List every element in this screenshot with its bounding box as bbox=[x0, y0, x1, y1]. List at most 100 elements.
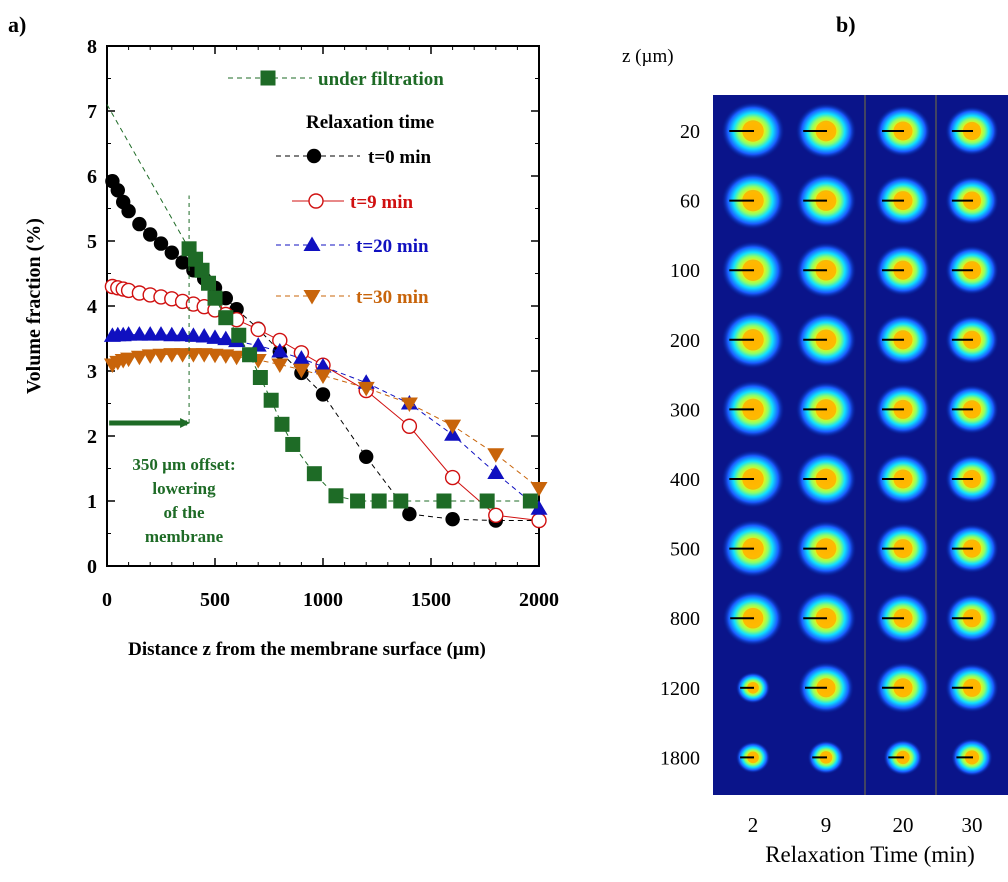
z-label: 1800 bbox=[660, 747, 700, 769]
data-point bbox=[164, 245, 179, 260]
data-point bbox=[228, 350, 246, 366]
z-label: 300 bbox=[670, 399, 700, 421]
heatmap-cell bbox=[945, 245, 999, 295]
data-point bbox=[120, 326, 138, 341]
panel-b-label: b) bbox=[836, 12, 856, 37]
data-point bbox=[130, 350, 148, 366]
annotation-group: 350 µm offset: lowering of the membrane bbox=[132, 455, 235, 546]
x-axis-title: Distance z from the membrane surface (µm… bbox=[128, 639, 486, 660]
heatmap-cell bbox=[883, 739, 923, 776]
legend-entry: t=30 min bbox=[276, 287, 429, 308]
data-point bbox=[207, 290, 223, 306]
heatmap-cell bbox=[875, 314, 931, 366]
series-t-20-min bbox=[103, 326, 548, 515]
time-label: 20 bbox=[893, 813, 914, 837]
heatmap-cell bbox=[945, 663, 999, 713]
legend-label: t=0 min bbox=[368, 147, 432, 168]
data-point bbox=[271, 343, 289, 358]
data-point bbox=[522, 493, 538, 509]
heatmap-cell bbox=[721, 519, 785, 578]
time-label: 9 bbox=[821, 813, 832, 837]
y-tick-label: 8 bbox=[87, 36, 97, 58]
heatmap-cell bbox=[795, 242, 857, 299]
data-point bbox=[393, 493, 409, 509]
heatmap-cell bbox=[945, 315, 999, 365]
annotation-line-3: of the bbox=[163, 503, 205, 522]
data-point bbox=[121, 203, 136, 219]
legend-label: t=30 min bbox=[356, 287, 429, 308]
heatmap-cell bbox=[875, 453, 931, 505]
x-tick-label: 0 bbox=[102, 589, 112, 611]
data-point bbox=[206, 329, 224, 344]
series-guide-line bbox=[106, 104, 190, 250]
heatmap-cell bbox=[721, 449, 785, 509]
y-tick-label: 5 bbox=[87, 231, 97, 253]
heatmap-cell bbox=[721, 241, 785, 300]
heatmap-cell bbox=[945, 175, 999, 226]
data-point bbox=[444, 419, 462, 435]
heatmap-cell bbox=[795, 451, 857, 507]
data-point bbox=[152, 348, 170, 364]
heatmap-cell bbox=[735, 741, 771, 774]
heatmap-cell bbox=[945, 454, 999, 504]
data-point bbox=[350, 493, 366, 509]
data-point bbox=[306, 466, 322, 482]
y-tick-label: 3 bbox=[87, 361, 97, 383]
y-tick-label: 4 bbox=[87, 296, 97, 318]
z-label: 400 bbox=[670, 469, 700, 491]
x-tick-label: 2000 bbox=[519, 589, 559, 611]
data-point bbox=[285, 436, 301, 452]
data-point bbox=[141, 326, 159, 341]
legend-entry: under filtration bbox=[228, 69, 444, 90]
series-t-30-min bbox=[103, 348, 548, 497]
panel-a-label: a) bbox=[8, 12, 26, 37]
z-label: 20 bbox=[680, 121, 700, 143]
heatmap-cell bbox=[951, 738, 993, 777]
heatmap-cell bbox=[875, 105, 931, 157]
series-t-0-min bbox=[105, 174, 547, 528]
series-layer bbox=[103, 104, 548, 529]
z-label: 200 bbox=[670, 330, 700, 352]
heatmap-cell bbox=[945, 593, 999, 643]
data-point bbox=[445, 512, 460, 527]
heatmap-cell bbox=[798, 662, 854, 714]
heatmap-cell bbox=[875, 174, 931, 227]
data-point bbox=[487, 464, 505, 480]
z-header: z (µm) bbox=[622, 46, 674, 67]
x-tick-label: 500 bbox=[200, 589, 230, 611]
data-point bbox=[184, 327, 202, 342]
data-point bbox=[530, 500, 548, 515]
data-point bbox=[401, 418, 418, 434]
y-tick-label: 0 bbox=[87, 556, 97, 578]
panel-a: a) 0 1 2 3 4 5 6 7 8 0 500 1000 1500 2000 Relaxation … bbox=[8, 12, 559, 660]
data-point bbox=[194, 262, 210, 278]
heatmap-cell bbox=[795, 590, 857, 647]
series-line bbox=[106, 104, 190, 250]
z-label: 100 bbox=[670, 260, 700, 282]
data-point bbox=[357, 381, 375, 397]
data-point bbox=[143, 227, 158, 242]
legend-entry: t=20 min bbox=[276, 236, 429, 257]
y-tick-label: 2 bbox=[87, 426, 97, 448]
annotation-line-2: lowering bbox=[152, 479, 216, 498]
heatmap-cell bbox=[875, 244, 931, 296]
legend-marker bbox=[303, 290, 321, 305]
heatmap-cell bbox=[721, 101, 785, 161]
heatmap-cell bbox=[875, 383, 931, 436]
heatmap-x-title: Relaxation Time (min) bbox=[765, 842, 975, 867]
panel-b: b) z (µm) 20 60 100 200 300 400 500 800 1200 1800… bbox=[622, 12, 1008, 867]
data-point bbox=[488, 507, 504, 523]
legend: Relaxation time under filtration t=0 min t=… bbox=[228, 69, 444, 308]
heatmap-cell bbox=[735, 671, 771, 704]
data-point bbox=[402, 506, 417, 522]
annotation-line-4: membrane bbox=[145, 527, 224, 546]
heatmap-cell bbox=[795, 520, 857, 577]
data-point bbox=[479, 493, 495, 509]
time-label: 2 bbox=[748, 813, 759, 837]
heatmap-cell bbox=[875, 522, 931, 575]
heatmap-cell bbox=[945, 523, 999, 574]
data-point bbox=[328, 488, 344, 504]
data-point bbox=[110, 183, 126, 198]
data-point bbox=[242, 347, 258, 363]
legend-marker bbox=[303, 236, 321, 251]
